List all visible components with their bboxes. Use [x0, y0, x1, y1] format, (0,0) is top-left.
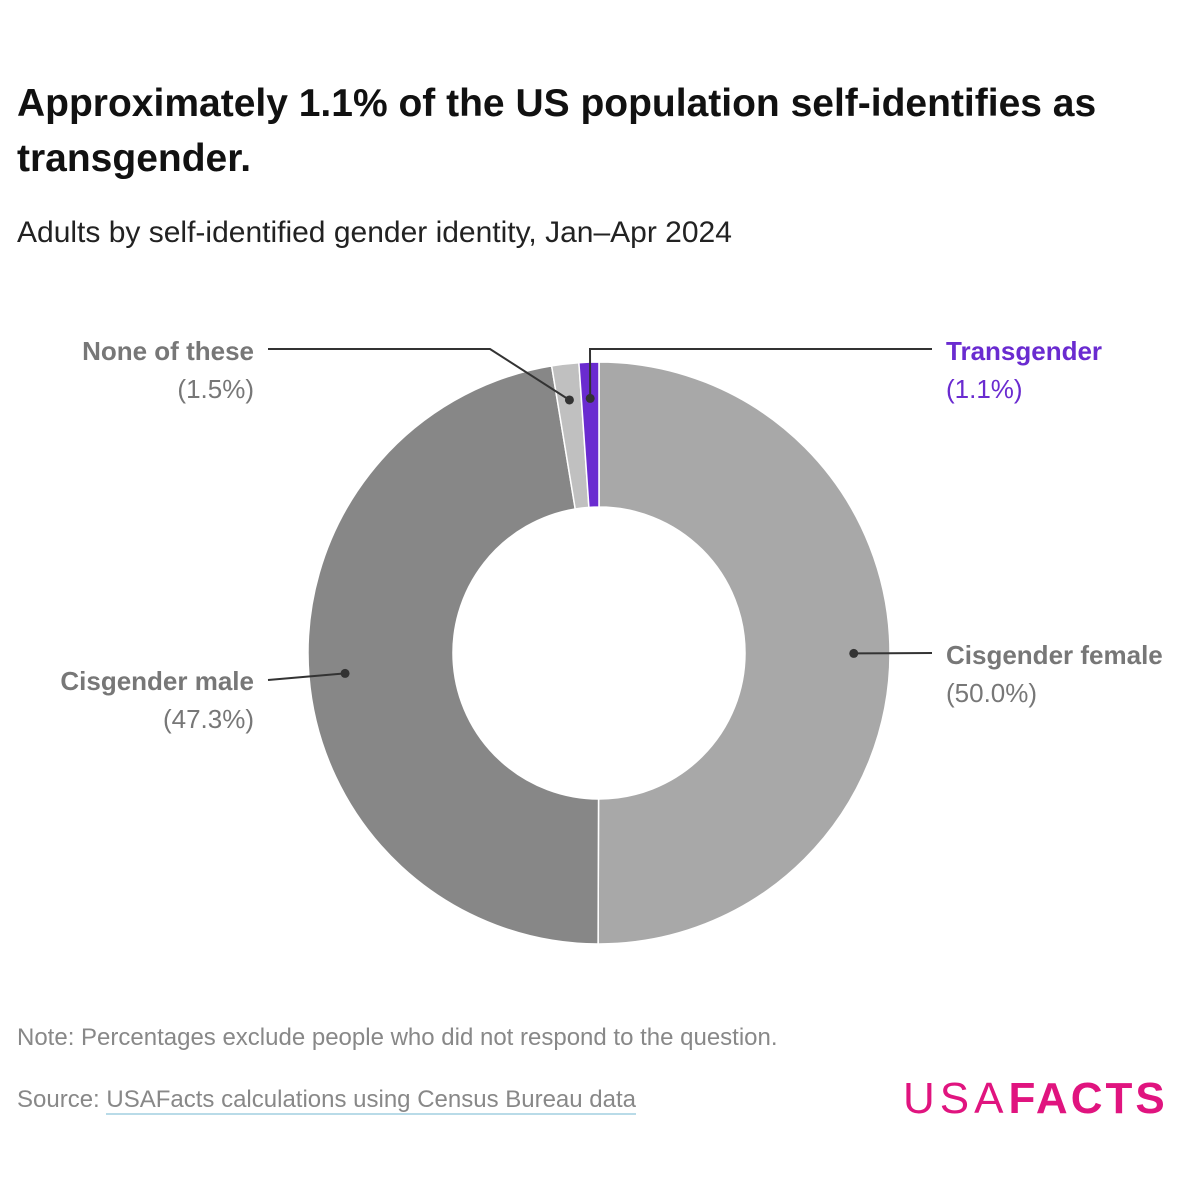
- slice-name: Transgender: [946, 336, 1103, 366]
- leader-dot: [564, 395, 574, 405]
- source-prefix: Source:: [17, 1086, 107, 1113]
- slice-cisgender-male: [307, 365, 600, 945]
- leader-line: [268, 348, 570, 401]
- chart-title: Approximately 1.1% of the US population …: [17, 82, 1097, 180]
- source-link[interactable]: USAFacts calculations using Census Burea…: [106, 1086, 637, 1115]
- label-transgender: Transgender (1.1%): [946, 332, 1102, 408]
- leader-line: [588, 348, 932, 399]
- label-cisgender-male: Cisgender male (47.3%): [60, 662, 254, 738]
- slice-value: (47.3%): [162, 704, 254, 734]
- slice-value: (50.0%): [946, 678, 1038, 708]
- usafacts-logo: USAFACTS: [903, 1074, 1168, 1123]
- slice-cisgender-female: [597, 361, 891, 945]
- chart-source: Source: USAFacts calculations using Cens…: [17, 1086, 637, 1115]
- slice-name: Cisgender female: [946, 640, 1163, 670]
- chart-subtitle: Adults by self-identified gender identit…: [17, 216, 732, 249]
- label-cisgender-female: Cisgender female (50.0%): [946, 636, 1163, 712]
- leader-dot: [340, 668, 350, 678]
- leader-line: [267, 672, 346, 681]
- slice-value: (1.5%): [177, 374, 254, 404]
- chart-note: Note: Percentages exclude people who did…: [17, 1024, 778, 1051]
- slice-value: (1.1%): [946, 374, 1023, 404]
- leader-dot: [585, 393, 595, 403]
- label-none-of-these: None of these (1.5%): [82, 332, 254, 408]
- leader-dot: [849, 648, 859, 658]
- slice-name: Cisgender male: [60, 666, 254, 696]
- slice-name: None of these: [82, 336, 254, 366]
